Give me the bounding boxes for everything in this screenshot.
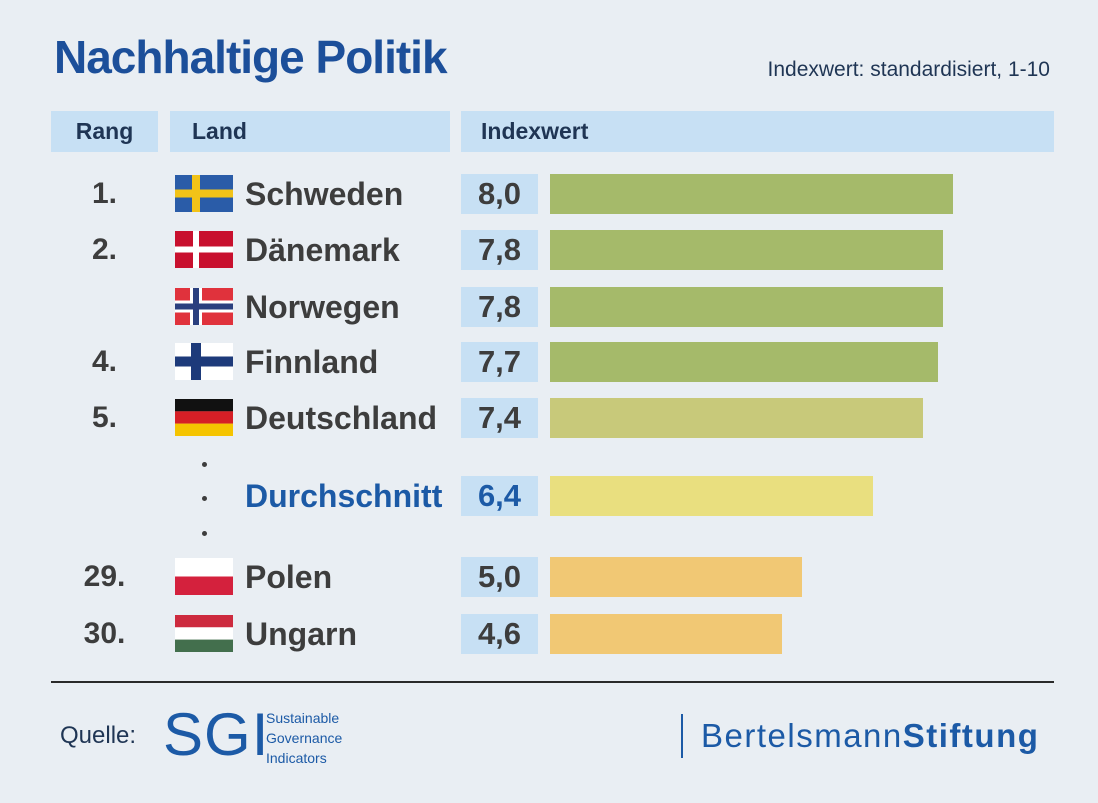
value-label: 7,7 <box>461 342 538 382</box>
country-label: Polen <box>245 559 333 595</box>
rank-label: 5. <box>91 401 118 434</box>
header-indexwert-label: Indexwert <box>481 118 589 144</box>
bar <box>550 287 943 327</box>
ellipsis-dot <box>202 531 207 536</box>
country-label: Ungarn <box>245 616 357 652</box>
value-label: 6,4 <box>461 476 538 516</box>
sgi-line: Indicators <box>266 750 327 766</box>
hungary-flag-icon <box>175 615 233 652</box>
sgi-logo: SGI <box>163 701 270 768</box>
value-label: 7,4 <box>461 398 538 438</box>
header-indexwert: Indexwert <box>461 111 1054 152</box>
average-label: Durchschnitt <box>245 478 443 514</box>
value-label: 4,6 <box>461 614 538 654</box>
value-label: 8,0 <box>461 174 538 214</box>
poland-flag-icon <box>175 558 233 595</box>
sgi-logo-text: Sustainable Governance Indicators <box>266 708 342 768</box>
ellipsis-dot <box>202 462 207 467</box>
header-rang: Rang <box>51 111 158 152</box>
bertelsmann-logo-light: Bertelsmann <box>701 717 903 754</box>
finland-flag-icon <box>175 343 233 380</box>
country-label: Deutschland <box>245 400 438 436</box>
value-label: 5,0 <box>461 557 538 597</box>
denmark-flag-icon <box>175 231 233 268</box>
chart-subtitle: Indexwert: standardisiert, 1-10 <box>767 58 1050 81</box>
germany-flag-icon <box>175 399 233 436</box>
sgi-line: Governance <box>266 730 343 746</box>
country-label: Dänemark <box>245 232 400 268</box>
rank-label: 30. <box>83 617 126 650</box>
sweden-flag-icon <box>175 175 233 212</box>
bar <box>550 230 943 270</box>
header-land: Land <box>170 111 450 152</box>
chart-title: Nachhaltige Politik <box>54 31 448 83</box>
value-label: 7,8 <box>461 287 538 327</box>
sgi-line: Sustainable <box>266 710 340 726</box>
value-label: 7,8 <box>461 230 538 270</box>
country-label: Norwegen <box>245 289 400 325</box>
bertelsmann-logo: BertelsmannStiftung <box>701 717 1039 755</box>
bar <box>550 342 938 382</box>
source-label: Quelle: <box>60 722 137 749</box>
bertelsmann-logo-bold: Stiftung <box>902 717 1040 754</box>
bar <box>550 398 923 438</box>
country-label: Finnland <box>245 344 379 380</box>
rank-label: 4. <box>91 345 118 378</box>
ellipsis-dot <box>202 496 207 501</box>
rank-label: 1. <box>91 177 118 210</box>
header-rang-label: Rang <box>75 118 134 144</box>
footer-divider <box>51 681 1054 683</box>
bar <box>550 614 782 654</box>
bar <box>550 174 953 214</box>
bar <box>550 476 873 516</box>
bertelsmann-logo-bar <box>681 714 683 758</box>
rank-label: 2. <box>91 233 118 266</box>
header-land-label: Land <box>192 118 247 144</box>
country-label: Schweden <box>245 176 404 212</box>
rank-label: 29. <box>83 560 126 593</box>
norway-flag-icon <box>175 288 233 325</box>
bar <box>550 557 802 597</box>
